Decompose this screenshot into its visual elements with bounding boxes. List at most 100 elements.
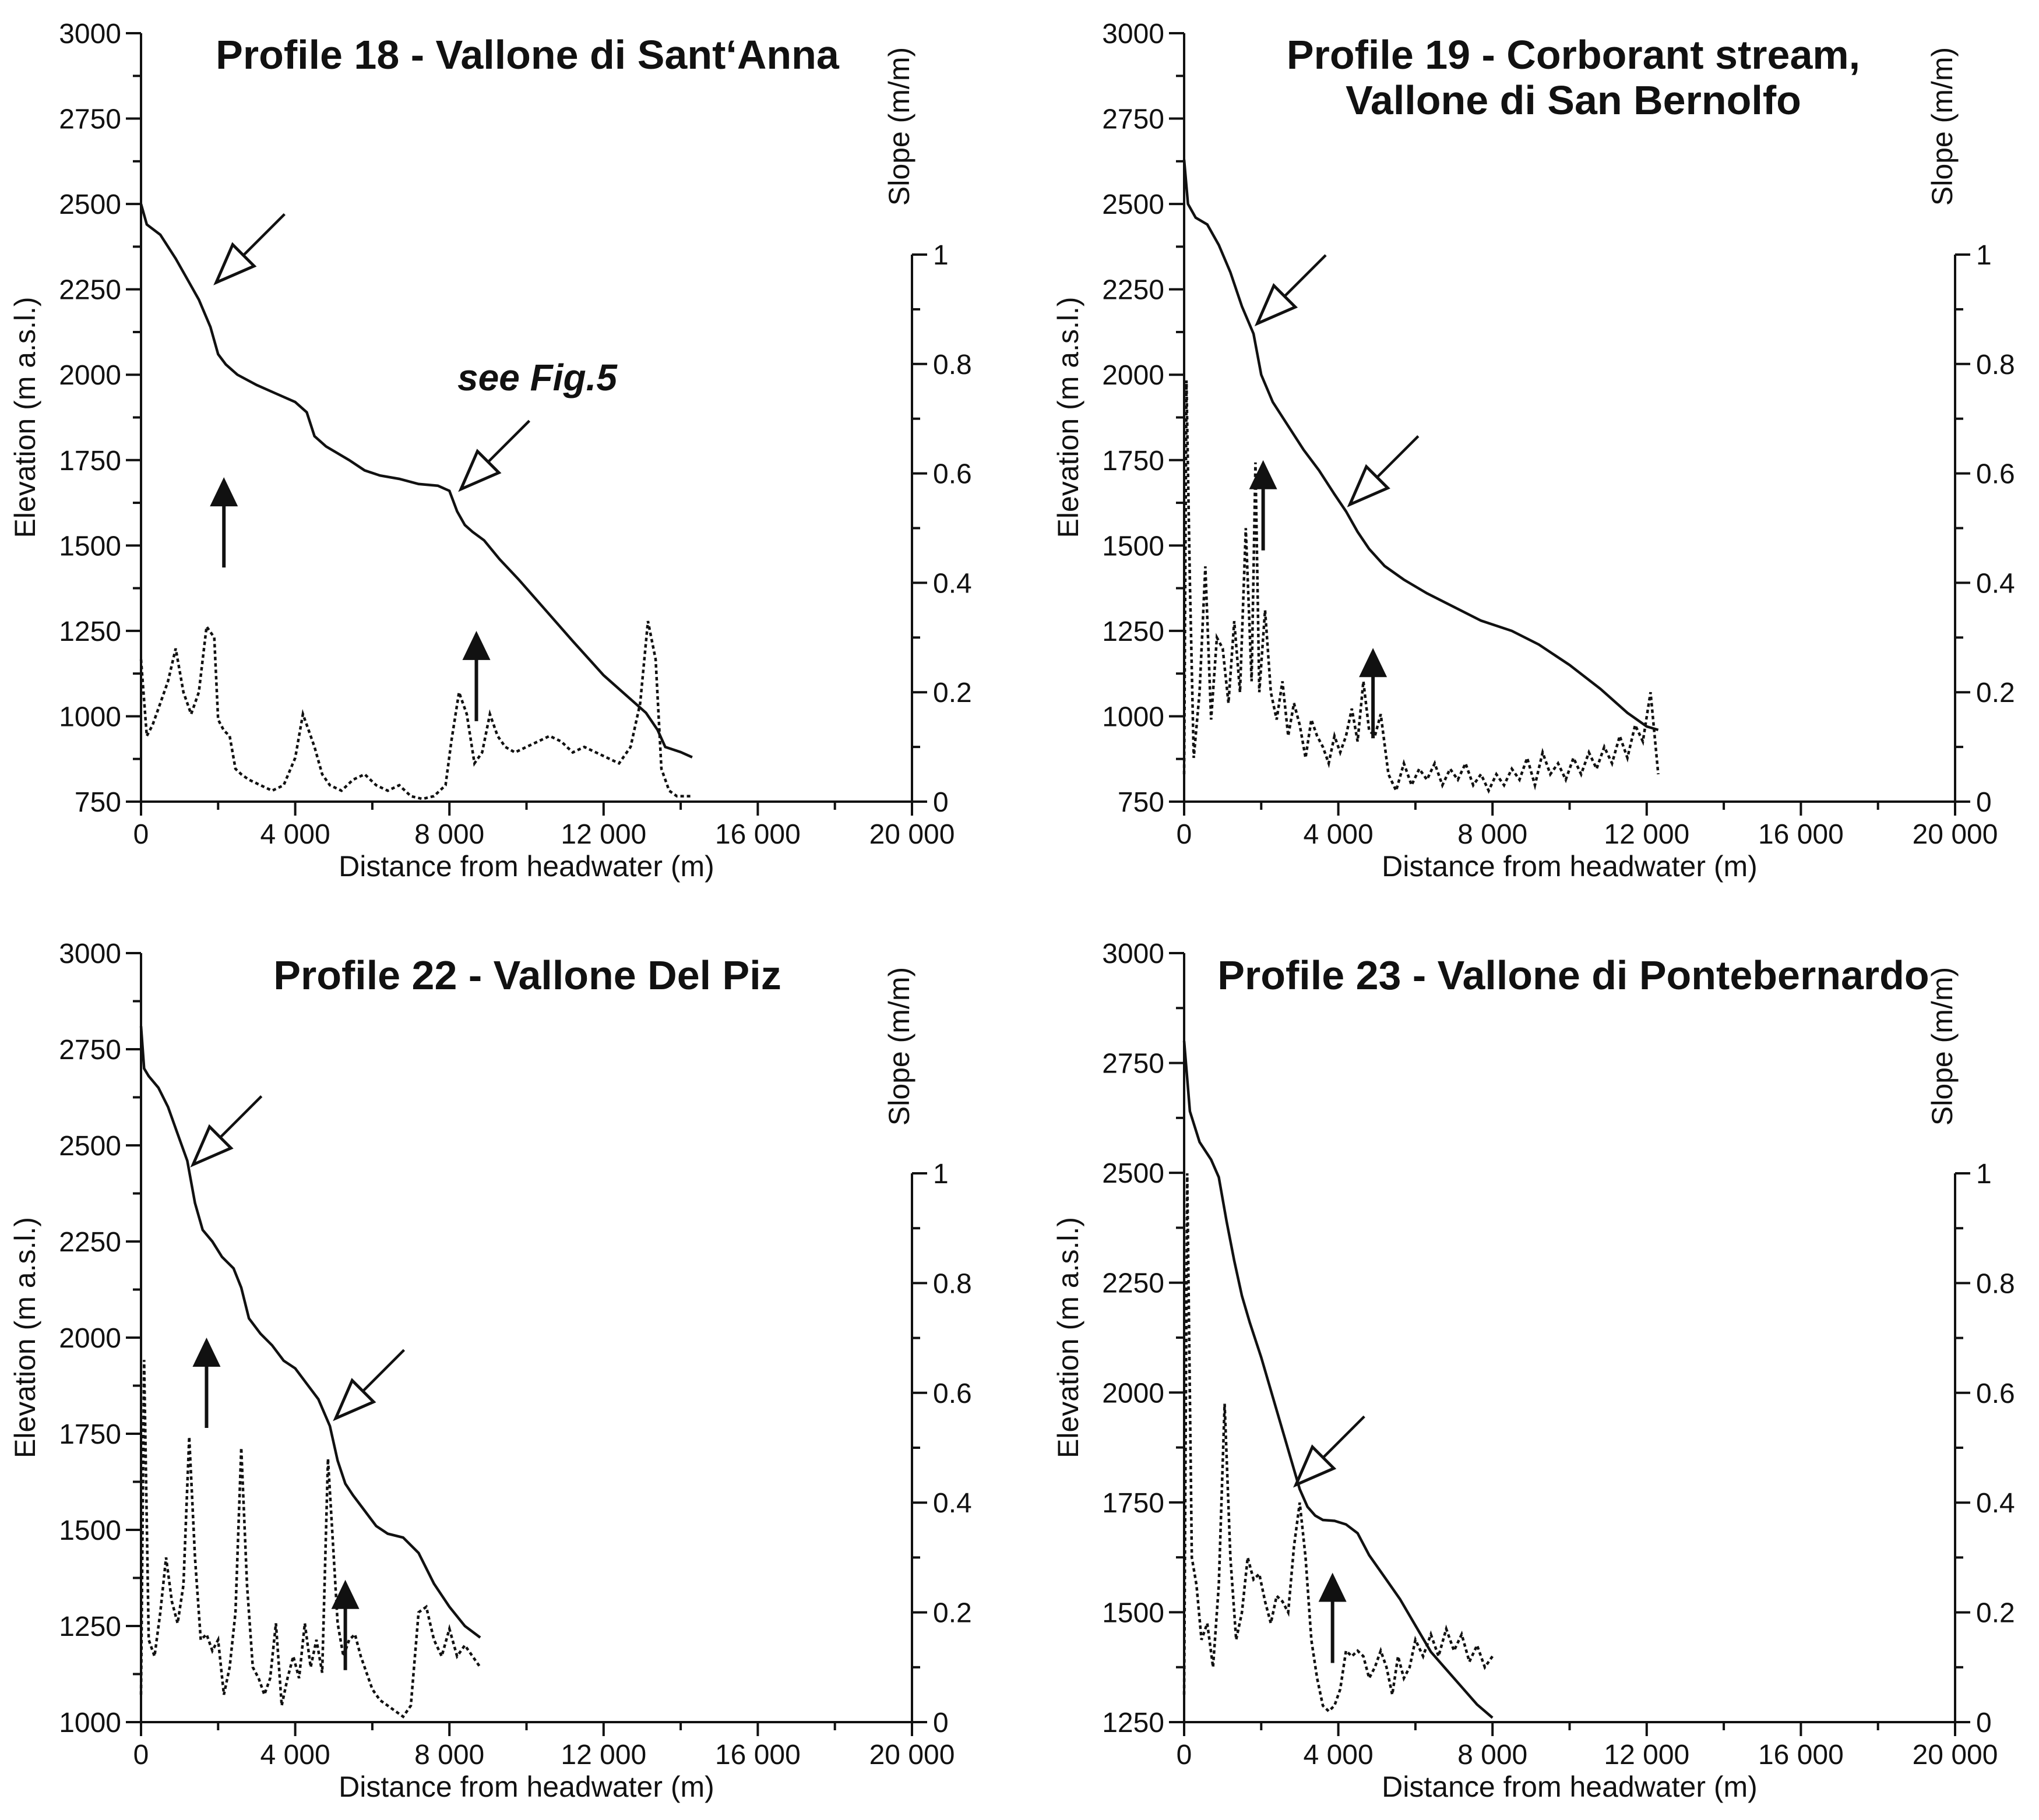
slope-tick-label: 0.8	[1976, 1268, 2015, 1299]
x-axis-label: Distance from headwater (m)	[1382, 850, 1758, 883]
slope-tick-label: 0	[1976, 787, 1992, 818]
y-tick-label: 2000	[1102, 360, 1164, 391]
slope-tick-label: 0.4	[1976, 568, 2015, 599]
x-tick-label: 4 000	[1304, 1740, 1374, 1770]
slope-tick-label: 0.2	[933, 678, 972, 708]
slope-tick-label: 0.2	[933, 1598, 972, 1629]
x-tick-label: 0	[1177, 819, 1192, 850]
slope-series-line	[1182, 380, 1660, 795]
y-tick-label: 2750	[59, 104, 121, 135]
panel-profile-23: Profile 23 - Vallone di Pontebernardo125…	[1052, 939, 2015, 1803]
y-tick-label: 1750	[1102, 1488, 1164, 1519]
panel-title: Profile 22 - Vallone Del Piz	[273, 953, 781, 998]
x-tick-label: 20 000	[869, 1740, 955, 1770]
slope-tick-label: 0.8	[933, 350, 972, 380]
knickpoint-open-arrow-icon	[458, 419, 531, 492]
y-tick-label: 1500	[1102, 1597, 1164, 1628]
y-tick-label: 3000	[1102, 19, 1164, 50]
y-tick-label: 2000	[59, 360, 121, 391]
x-axis-label: Distance from headwater (m)	[339, 1770, 714, 1803]
panel-title: Profile 18 - Vallone di Sant‘Anna	[216, 32, 840, 77]
gradient-filled-arrow-icon	[192, 1338, 221, 1428]
y-tick-label: 2000	[1102, 1378, 1164, 1409]
y-tick-label: 3000	[59, 939, 121, 969]
slope-tick-label: 1	[1976, 1159, 1992, 1190]
slope-tick-label: 0.8	[1976, 350, 2015, 380]
knickpoint-open-arrow-icon	[1254, 254, 1327, 327]
gradient-filled-arrow-icon-head	[462, 630, 491, 660]
panel-title-line: Vallone di San Bernolfo	[1346, 77, 1801, 123]
y-tick-label: 2500	[59, 1131, 121, 1162]
slope-tick-label: 0.2	[1976, 678, 2015, 708]
x-tick-label: 20 000	[1913, 1740, 1998, 1770]
y-tick-label: 1250	[1102, 1708, 1164, 1738]
y-tick-label: 2250	[1102, 275, 1164, 306]
knickpoint-open-arrow-icon-head	[1347, 464, 1390, 507]
knickpoint-open-arrow-icon-shaft	[1376, 435, 1420, 478]
slope-series-line	[1182, 1173, 1494, 1713]
elevation-series-line	[1182, 1040, 1494, 1719]
x-tick-label: 12 000	[1604, 819, 1689, 850]
slope-tick-label: 0.6	[933, 1378, 972, 1409]
x-tick-label: 8 000	[414, 1740, 484, 1770]
x-tick-label: 12 000	[561, 819, 646, 850]
knickpoint-open-arrow-icon-shaft	[1322, 1415, 1365, 1459]
y-tick-label: 1750	[1102, 446, 1164, 477]
knickpoint-open-arrow-icon	[213, 213, 286, 285]
y-axis-label: Elevation (m a.s.l.)	[1052, 297, 1084, 538]
panel-title: Profile 19 - Corborant stream, Vallone di…	[1287, 32, 1860, 123]
gradient-filled-arrow-icon	[1318, 1572, 1347, 1663]
knickpoint-open-arrow-icon-head	[1293, 1444, 1337, 1488]
x-tick-label: 0	[133, 1740, 149, 1770]
panel-profile-22: Profile 22 - Vallone Del Piz 1000 1250 1500…	[9, 939, 972, 1803]
x-tick-label: 12 000	[1604, 1740, 1689, 1770]
y-tick-label: 1250	[59, 616, 121, 647]
x-tick-label: 4 000	[260, 819, 330, 850]
knickpoint-open-arrow-icon-shaft	[219, 1095, 263, 1138]
slope-series-line	[139, 1360, 481, 1719]
y-tick-label: 2500	[1102, 189, 1164, 220]
panel-profile-18: Profile 18 - Vallone di Sant‘Anna7501000…	[9, 19, 972, 883]
elevation-series-line	[1182, 159, 1659, 732]
knickpoint-open-arrow-icon-head	[1254, 283, 1298, 327]
x-tick-label: 20 000	[1913, 819, 1998, 850]
slope-tick-label: 0.4	[1976, 1488, 2015, 1519]
gradient-filled-arrow-icon	[1249, 460, 1277, 551]
y-tick-label: 1000	[59, 1708, 121, 1738]
knickpoint-open-arrow-icon	[333, 1349, 406, 1422]
x-tick-label: 16 000	[715, 1740, 801, 1770]
y-tick-label: 750	[75, 787, 121, 818]
knickpoint-open-arrow-icon-head	[190, 1124, 234, 1168]
knickpoint-open-arrow-icon	[190, 1095, 263, 1168]
gradient-filled-arrow-icon	[210, 477, 238, 568]
slope-series-line	[139, 620, 692, 800]
knickpoint-open-arrow-icon-head	[333, 1378, 376, 1422]
y-tick-label: 1000	[1102, 701, 1164, 732]
panel-profile-19: Profile 19 - Corborant stream, Vallone di…	[1052, 19, 2015, 883]
y-tick-label: 2000	[59, 1323, 121, 1354]
knickpoint-open-arrow-icon-shaft	[1283, 254, 1327, 298]
panel-title-line: Profile 23 - Vallone di Pontebernardo	[1217, 953, 1929, 998]
knickpoint-open-arrow-icon	[1347, 435, 1420, 507]
x-axis-label: Distance from headwater (m)	[1382, 1770, 1758, 1803]
knickpoint-open-arrow-icon-shaft	[242, 213, 286, 256]
x-tick-label: 16 000	[1758, 819, 1844, 850]
y-tick-label: 1500	[1102, 531, 1164, 562]
x-tick-label: 8 000	[414, 819, 484, 850]
y-axis-label: Elevation (m a.s.l.)	[1052, 1217, 1084, 1458]
x-tick-label: 4 000	[1304, 819, 1374, 850]
y-tick-label: 1500	[59, 1515, 121, 1546]
y-tick-label: 2250	[1102, 1268, 1164, 1299]
gradient-filled-arrow-icon-head	[210, 477, 238, 507]
slope-tick-label: 1	[1976, 240, 1992, 271]
y-tick-label: 2750	[59, 1035, 121, 1066]
y-tick-label: 1250	[59, 1611, 121, 1642]
y-tick-label: 2500	[1102, 1158, 1164, 1189]
knickpoint-open-arrow-icon-head	[213, 242, 257, 285]
gradient-filled-arrow-icon-head	[192, 1338, 221, 1367]
x-tick-label: 16 000	[715, 819, 801, 850]
elevation-series-line	[139, 1026, 481, 1639]
slope-axis-label: Slope (m/m)	[1926, 47, 1959, 206]
